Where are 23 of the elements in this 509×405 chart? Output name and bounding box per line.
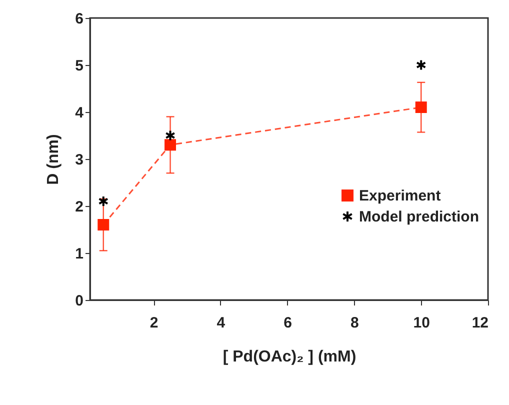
x-tick-label: 6 [284,314,292,332]
point [164,139,176,151]
x-tick-label: 4 [216,314,226,332]
point [165,130,176,142]
x-tick-label: 12 [472,314,488,332]
point [415,102,427,114]
x-tick-label: 10 [413,314,430,332]
y-tick-label: 1 [75,246,84,262]
y-axis-title: D (nm) [45,134,62,185]
x-axis-title: [ Pd(OAc)₂ ] (mM) [222,348,356,366]
point [416,59,426,71]
y-tick-label: 6 [75,10,84,28]
point [98,219,110,231]
legend-label: Experiment [359,188,441,204]
y-tick-label: 2 [75,198,84,216]
legend-label: Model prediction [359,208,479,226]
x-tick-label: 2 [150,314,158,332]
y-tick-label: 4 [75,104,84,122]
x-tick-label: 8 [350,314,359,332]
point [98,196,109,208]
y-tick-label: 5 [75,58,84,74]
y-tick-label: 3 [75,152,84,168]
y-tick-label: 0 [75,292,84,310]
